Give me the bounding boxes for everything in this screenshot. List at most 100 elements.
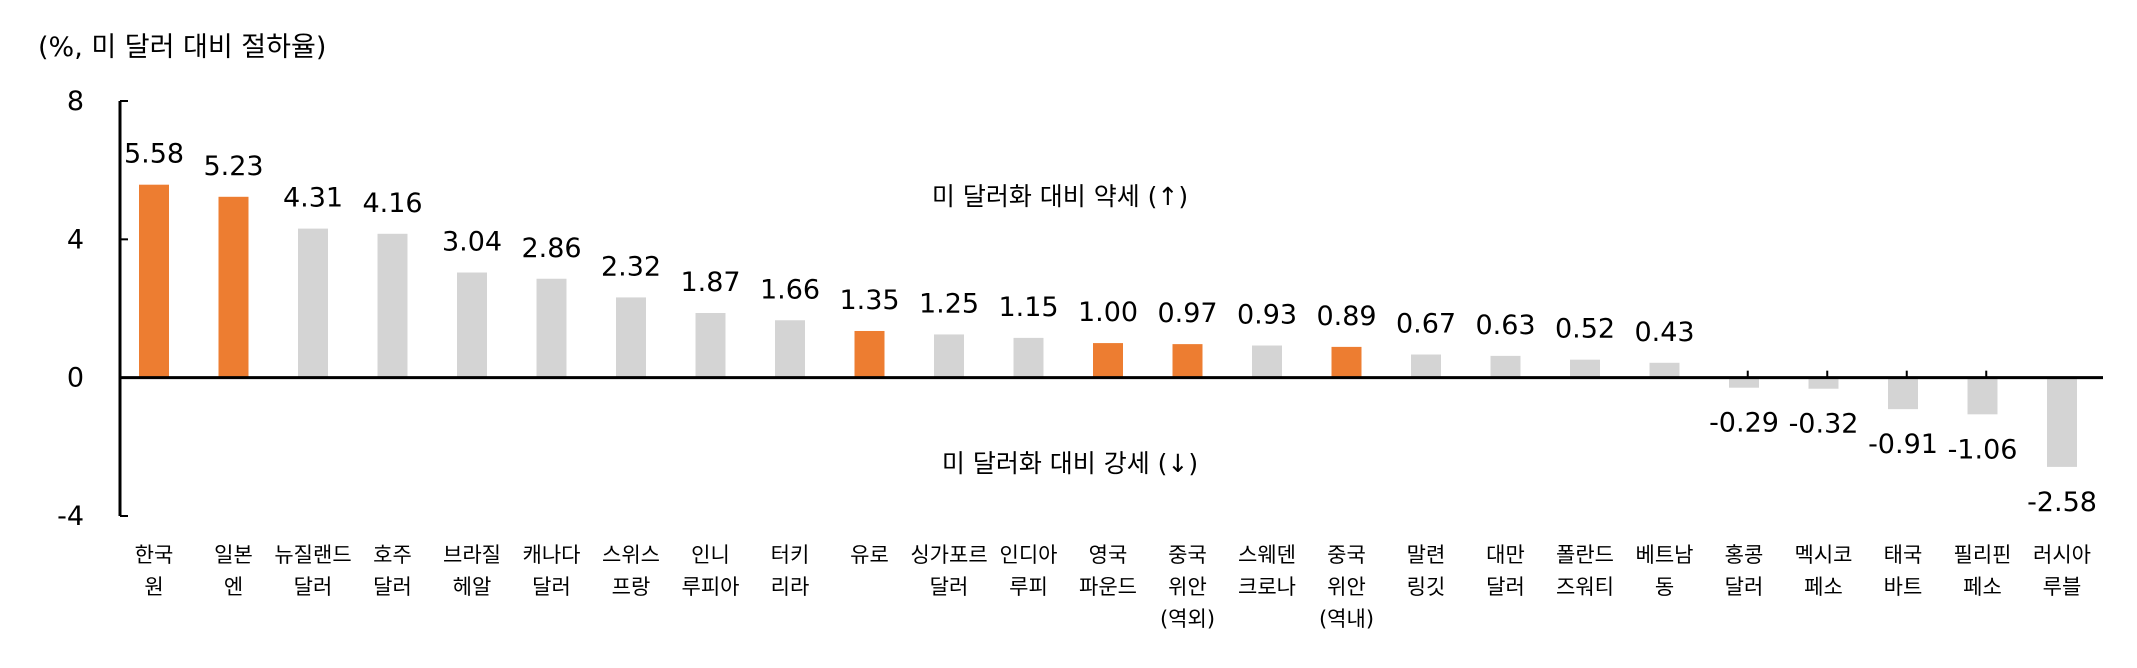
category-label: 뉴질랜드 달러	[274, 543, 351, 599]
annotation-strong: 미 달러화 대비 강세 (↓)	[942, 449, 1198, 478]
bar	[1013, 337, 1044, 378]
category-label: 인디아 루피	[1000, 543, 1058, 599]
value-label: -2.58	[2027, 487, 2097, 518]
unit-label: (%, 미 달러 대비 절하율)	[38, 32, 326, 63]
bar	[2047, 377, 2077, 467]
category-label-line: 멕시코	[1795, 543, 1853, 567]
category-label-line: 홍콩	[1725, 543, 1764, 567]
category-label: 필리핀 페소	[1954, 543, 2012, 599]
category-label-line: 링깃	[1407, 575, 1446, 599]
value-label: 4.16	[362, 188, 422, 219]
bar	[1252, 345, 1282, 378]
value-label: 4.31	[283, 183, 343, 214]
value-label: 0.89	[1316, 301, 1376, 332]
category-label-line: (역내)	[1319, 607, 1374, 631]
bar	[695, 312, 726, 378]
bar	[218, 196, 249, 378]
value-labels: 5.58 5.23 4.31 4.16 3.04 2.86 2.32 1.87 1.66 1.35…	[124, 139, 2097, 518]
category-label-line: 리라	[771, 575, 810, 599]
category-label-line: 뉴질랜드	[274, 543, 351, 567]
category-label-line: 루블	[2043, 575, 2082, 599]
value-label: -0.91	[1868, 429, 1938, 460]
category-label-line: 파운드	[1079, 575, 1137, 599]
category-label-line: 루피	[1009, 575, 1048, 599]
value-label: 1.25	[919, 288, 979, 319]
bar	[1888, 377, 1918, 410]
category-label: 멕시코 페소	[1795, 543, 1853, 599]
category-label-line: 인니	[691, 543, 730, 567]
category-label: 폴란드 즈워티	[1556, 543, 1614, 599]
bar	[1331, 346, 1362, 378]
category-label-line: 태국	[1884, 543, 1923, 567]
value-label: 0.67	[1396, 308, 1456, 339]
value-label: 1.87	[680, 267, 740, 298]
category-label: 영국 파운드	[1079, 543, 1137, 599]
category-label-line: 프랑	[612, 575, 651, 599]
category-label-line: 한국	[135, 543, 174, 567]
bar	[1649, 362, 1680, 378]
category-label: 중국 위안 (역외)	[1160, 543, 1215, 631]
bar	[1729, 377, 1759, 388]
value-label: 2.32	[601, 251, 661, 282]
value-label: -0.32	[1789, 409, 1859, 440]
value-label: 1.00	[1078, 297, 1138, 328]
bar	[854, 330, 885, 378]
value-label: 1.15	[998, 292, 1058, 323]
category-label-line: 루피아	[682, 575, 740, 599]
category-label-line: 달러	[373, 575, 412, 599]
value-label: 0.43	[1634, 317, 1694, 348]
value-label: 0.63	[1475, 310, 1535, 341]
value-label: 0.93	[1237, 300, 1297, 331]
category-label-line: 달러	[1486, 575, 1525, 599]
category-label-line: 일본	[214, 543, 253, 567]
value-label: 5.23	[203, 151, 263, 182]
category-label-line: 대만	[1486, 543, 1525, 567]
bar	[616, 297, 646, 378]
category-label-line: 베트남	[1636, 543, 1694, 567]
category-label: 유로	[850, 543, 889, 567]
value-label: 0.52	[1555, 314, 1615, 345]
bar	[1808, 377, 1839, 389]
bar	[775, 320, 805, 378]
category-label: 브라질 헤알	[443, 543, 501, 599]
y-tick-label: 0	[67, 363, 84, 394]
category-label-line: 터키	[771, 543, 810, 567]
bar	[298, 228, 328, 378]
bar	[1411, 354, 1441, 378]
category-label: 중국 위안 (역내)	[1319, 543, 1374, 631]
category-label-line: 캐나다	[523, 543, 581, 567]
category-label-line: 유로	[850, 543, 889, 567]
category-label-line: 달러	[930, 575, 969, 599]
category-label-line: 페소	[1963, 575, 2002, 599]
category-label-line: 달러	[1725, 575, 1764, 599]
category-label-line: 러시아	[2033, 543, 2091, 567]
category-label-line: 헤알	[453, 575, 492, 599]
category-label-line: 동	[1655, 575, 1674, 599]
category-label: 캐나다 달러	[523, 543, 581, 599]
bar	[536, 278, 567, 378]
value-label: -1.06	[1948, 434, 2018, 465]
category-label-line: (역외)	[1160, 607, 1215, 631]
value-label: 1.35	[839, 285, 899, 316]
bar	[1172, 344, 1203, 378]
category-label-line: 바트	[1884, 575, 1923, 599]
category-label-line: 싱가포르	[910, 543, 987, 567]
annotation-weak: 미 달러화 대비 약세 (↑)	[932, 182, 1188, 211]
category-label-line: 중국	[1168, 543, 1207, 567]
value-label: -0.29	[1709, 408, 1779, 439]
category-label: 호주 달러	[373, 543, 412, 599]
category-label-line: 스위스	[602, 543, 660, 567]
category-label: 말련 링깃	[1407, 543, 1446, 599]
bars	[139, 184, 2077, 467]
category-label: 스웨덴 크로나	[1238, 543, 1296, 599]
